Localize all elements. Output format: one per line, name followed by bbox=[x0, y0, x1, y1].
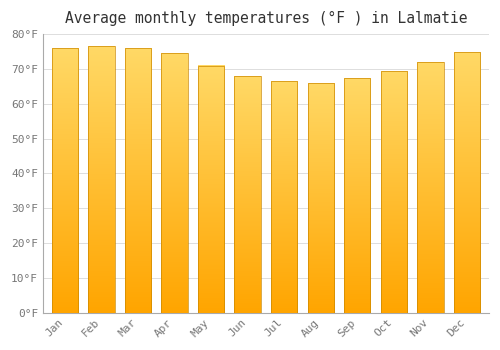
Bar bbox=[52, 48, 78, 313]
Bar bbox=[271, 81, 297, 313]
Bar bbox=[88, 47, 115, 313]
Bar bbox=[198, 65, 224, 313]
Bar bbox=[454, 52, 480, 313]
Bar bbox=[417, 62, 444, 313]
Bar bbox=[162, 54, 188, 313]
Title: Average monthly temperatures (°F ) in Lalmatie: Average monthly temperatures (°F ) in La… bbox=[64, 11, 467, 26]
Bar bbox=[344, 78, 370, 313]
Bar bbox=[380, 71, 407, 313]
Bar bbox=[125, 48, 151, 313]
Bar bbox=[308, 83, 334, 313]
Bar bbox=[234, 76, 261, 313]
